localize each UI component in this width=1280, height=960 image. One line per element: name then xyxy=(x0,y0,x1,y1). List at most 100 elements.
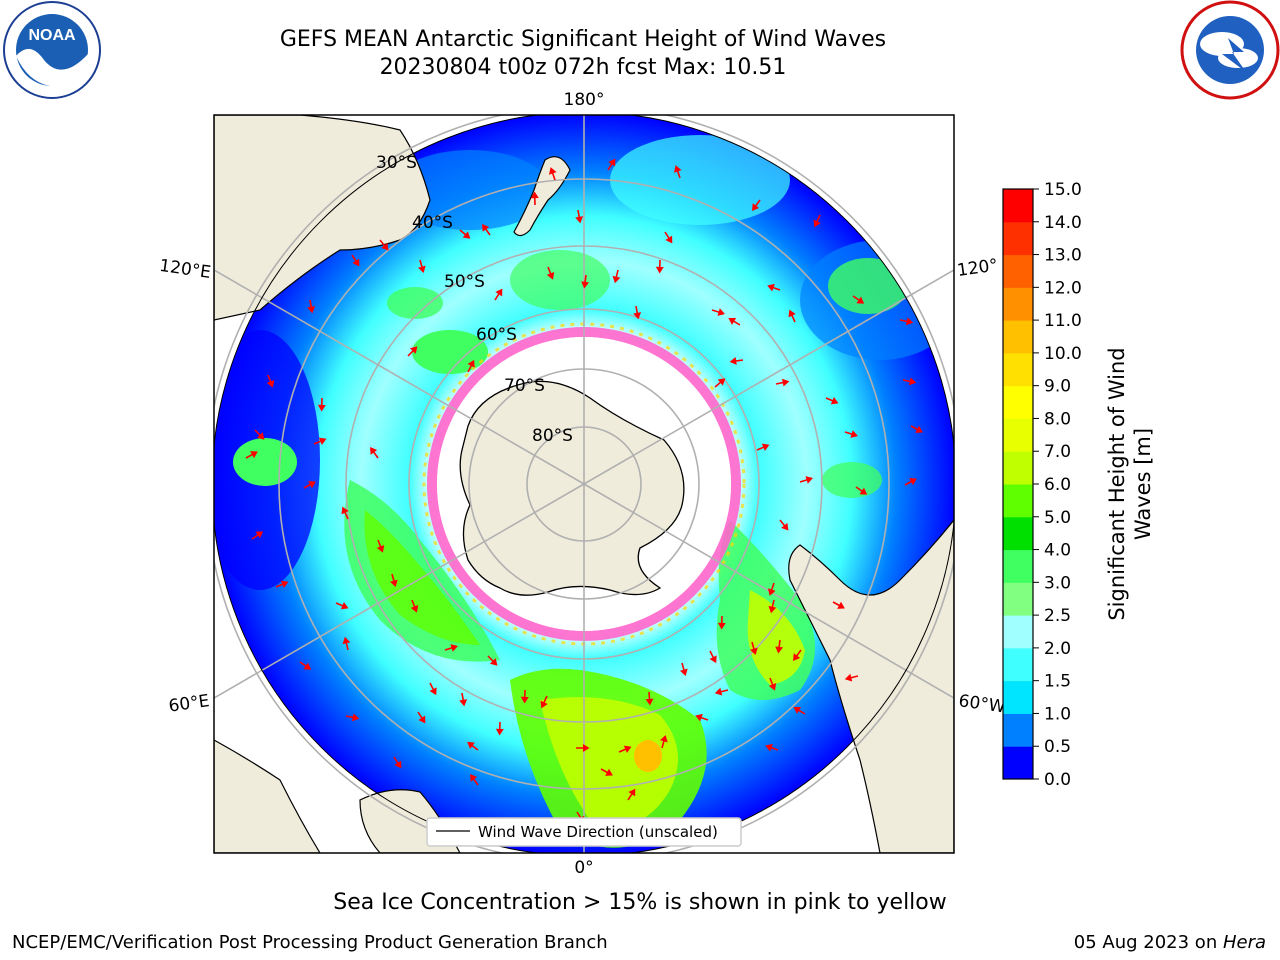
wave-height-patches xyxy=(214,135,954,848)
wave-direction-arrow xyxy=(768,677,777,691)
colorbar-tick-label: 5.0 xyxy=(1044,508,1071,528)
wave-direction-arrow xyxy=(376,539,385,553)
colorbar-swatch xyxy=(1003,320,1033,354)
wave-direction-arrow xyxy=(711,308,725,316)
wave-direction-arrow xyxy=(418,259,426,274)
colorbar-label-line2: Waves [m] xyxy=(1131,428,1155,540)
colorbar-tick-label: 13.0 xyxy=(1044,246,1082,266)
wave-direction-arrow xyxy=(417,711,426,724)
noaa-logo-text: NOAA xyxy=(28,27,76,44)
wave-direction-arrow xyxy=(612,269,621,284)
colorbar-swatch xyxy=(1003,615,1033,649)
colorbar-tick-label: 15.0 xyxy=(1044,180,1082,200)
wave-direction-arrow xyxy=(645,691,654,706)
wave-direction-arrow xyxy=(695,713,709,722)
wave-direction-arrow xyxy=(266,374,275,388)
wave-direction-arrow xyxy=(844,673,859,682)
lon-label-0: 0° xyxy=(574,858,593,878)
colorbar-tick-label: 2.5 xyxy=(1044,606,1071,626)
colorbar-swatch xyxy=(1003,189,1033,223)
wave-direction-arrow xyxy=(775,378,790,387)
colorbar-swatch xyxy=(1003,713,1033,747)
colorbar-swatch xyxy=(1003,352,1033,387)
wave-direction-arrow xyxy=(345,713,360,722)
wave-direction-arrow xyxy=(317,397,326,412)
wave-direction-arrow xyxy=(407,346,418,357)
colorbar-tick-label: 11.0 xyxy=(1044,311,1082,331)
wave-direction-arrow xyxy=(799,476,813,484)
colorbar-swatch xyxy=(1003,549,1033,583)
map-title: GEFS MEAN Antarctic Significant Height o… xyxy=(279,27,887,52)
wave-direction-arrow xyxy=(728,318,741,326)
wave-direction-arrow xyxy=(793,649,802,661)
footer-date-text: 05 Aug 2023 on xyxy=(1073,932,1223,953)
wave-direction-arrow xyxy=(307,299,316,314)
wave-direction-arrow xyxy=(832,601,845,609)
wave-direction-arrow xyxy=(633,305,642,320)
wave-direction-arrow xyxy=(910,425,923,433)
wave-direction-arrow xyxy=(788,309,796,323)
wave-direction-arrow xyxy=(627,788,636,801)
wave-direction-arrow xyxy=(767,283,781,292)
wave-direction-arrow xyxy=(680,662,688,677)
wave-direction-arrow xyxy=(393,756,402,769)
wave-direction-arrow xyxy=(342,636,351,651)
wave-direction-arrow xyxy=(581,274,590,289)
wave-direction-arrow xyxy=(459,229,471,239)
wave-direction-arrow xyxy=(494,288,503,301)
colorbar-tick-label: 1.5 xyxy=(1044,672,1071,692)
wave-direction-arrow xyxy=(752,199,761,211)
wave-direction-arrow xyxy=(520,689,529,704)
wave-direction-arrow xyxy=(313,437,327,445)
wave-direction-arrow xyxy=(546,266,555,280)
wave-direction-arrow xyxy=(390,573,398,588)
wave-direction-arrow xyxy=(444,644,458,652)
colorbar-tick-label: 8.0 xyxy=(1044,409,1071,429)
wave-direction-arrow xyxy=(775,639,784,654)
wave-direction-arrow xyxy=(303,481,316,489)
wave-direction-arrow xyxy=(765,743,779,752)
colorbar-tick-label: 4.0 xyxy=(1044,541,1071,561)
noaa-logo: NOAA xyxy=(3,1,101,99)
wave-direction-arrow xyxy=(495,721,504,736)
map-legend: Wind Wave Direction (unscaled) xyxy=(426,817,742,847)
colorbar-swatch xyxy=(1003,254,1033,288)
colorbar-tick-label: 7.0 xyxy=(1044,442,1071,462)
wave-direction-arrow xyxy=(459,692,468,707)
wave-direction-arrow xyxy=(664,231,673,244)
colorbar-tick-label: 12.0 xyxy=(1044,278,1082,298)
wave-direction-arrow xyxy=(351,254,360,267)
map-frame xyxy=(213,114,955,854)
map-subtitle: 20230804 t00z 072h fcst Max: 10.51 xyxy=(379,55,787,80)
wave-direction-arrow xyxy=(379,239,389,251)
wave-direction-arrow xyxy=(717,615,726,630)
colorbar-swatch xyxy=(1003,680,1033,714)
lat-label-80s: 80°S xyxy=(532,426,573,446)
graticule xyxy=(214,115,954,853)
footer-host: Hera xyxy=(1222,932,1266,953)
lat-label-50s: 50°S xyxy=(444,272,485,292)
wave-direction-arrow xyxy=(714,687,729,696)
colorbar-ticks: 0.0 0.5 1.0 1.5 2.0 2.5 3.0 4.0 5.0 6.0 7.0 8.0 9.0 1… xyxy=(1033,180,1082,790)
wave-direction-arrow xyxy=(548,167,557,181)
wave-direction-arrow xyxy=(576,744,590,752)
wave-direction-arrow xyxy=(750,641,758,656)
colorbar-swatch xyxy=(1003,484,1033,518)
colorbar-tick-label: 10.0 xyxy=(1044,344,1082,364)
wave-direction-arrow xyxy=(607,158,616,171)
wave-direction-arrow xyxy=(855,486,868,495)
colorbar-label-line1: Significant Height of Wind xyxy=(1105,347,1129,620)
colorbar-swatch xyxy=(1003,451,1033,485)
wave-direction-arrow xyxy=(470,774,479,786)
wave-direction-arrow xyxy=(902,377,917,386)
lon-label-120e: 120°E xyxy=(158,256,212,283)
lat-label-70s: 70°S xyxy=(504,376,545,396)
lat-label-60s: 60°S xyxy=(476,325,517,345)
colorbar-tick-label: 6.0 xyxy=(1044,475,1071,495)
lon-label-60w: 60°W xyxy=(957,691,1006,717)
lon-label-180: 180° xyxy=(564,90,605,110)
wave-direction-arrow xyxy=(370,447,379,459)
lat-label-30s: 30°S xyxy=(376,153,417,173)
wave-direction-arrow xyxy=(779,519,789,531)
colorbar-swatches xyxy=(1003,189,1033,780)
